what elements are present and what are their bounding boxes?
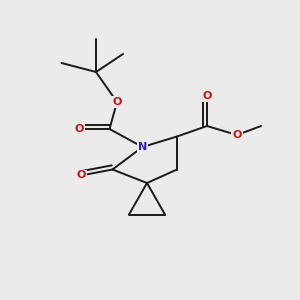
- Text: O: O: [202, 91, 212, 101]
- Text: N: N: [138, 142, 147, 152]
- Text: O: O: [112, 97, 122, 107]
- Text: O: O: [76, 170, 86, 181]
- Text: O: O: [75, 124, 84, 134]
- Text: O: O: [232, 130, 242, 140]
